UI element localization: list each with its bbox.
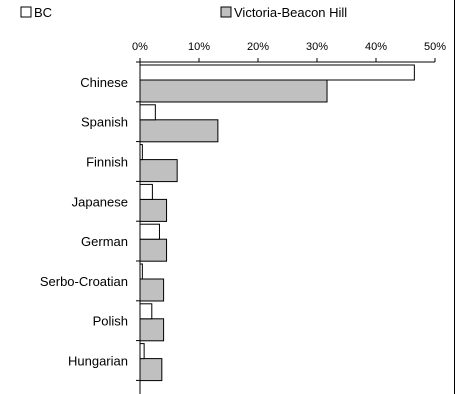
bar-victoria-beacon-hill-chinese (139, 79, 328, 103)
bar-bc-german (139, 223, 160, 240)
legend-swatch-bc (20, 6, 32, 18)
bar-bc-serbo-croatian (139, 263, 143, 280)
legend-label-victoria-beacon-hill: Victoria-Beacon Hill (234, 5, 347, 20)
bar-victoria-beacon-hill-japanese (139, 198, 168, 222)
legend-swatch-victoria-beacon-hill (220, 6, 232, 18)
bar-bc-polish (139, 303, 153, 320)
category-label-german: German (81, 234, 128, 249)
bar-victoria-beacon-hill-hungarian (139, 358, 163, 382)
bar-bc-japanese (139, 183, 153, 200)
bar-bc-finnish (139, 144, 143, 161)
legend-label-bc: BC (34, 5, 52, 20)
x-tick-label-5: 50% (424, 41, 446, 53)
x-tick-label-2: 20% (247, 41, 269, 53)
chart-frame (454, 0, 455, 394)
x-tick-label-1: 10% (188, 41, 210, 53)
bar-victoria-beacon-hill-spanish (139, 119, 219, 143)
category-label-serbo-croatian: Serbo-Croatian (40, 274, 128, 289)
bar-victoria-beacon-hill-serbo-croatian (139, 278, 165, 302)
category-label-finnish: Finnish (86, 155, 128, 170)
bar-bc-spanish (139, 104, 156, 121)
category-label-chinese: Chinese (80, 75, 128, 90)
bar-victoria-beacon-hill-german (139, 238, 168, 262)
x-tick-label-3: 30% (306, 41, 328, 53)
x-tick-label-0: 0% (132, 41, 148, 53)
category-label-hungarian: Hungarian (68, 354, 128, 369)
category-label-japanese: Japanese (72, 194, 128, 209)
x-tick-label-4: 40% (365, 41, 387, 53)
bar-victoria-beacon-hill-polish (139, 318, 165, 342)
category-label-spanish: Spanish (81, 115, 128, 130)
bar-bc-hungarian (139, 343, 145, 360)
bar-victoria-beacon-hill-finnish (139, 159, 178, 183)
category-label-polish: Polish (93, 314, 128, 329)
bar-bc-chinese (139, 64, 415, 81)
